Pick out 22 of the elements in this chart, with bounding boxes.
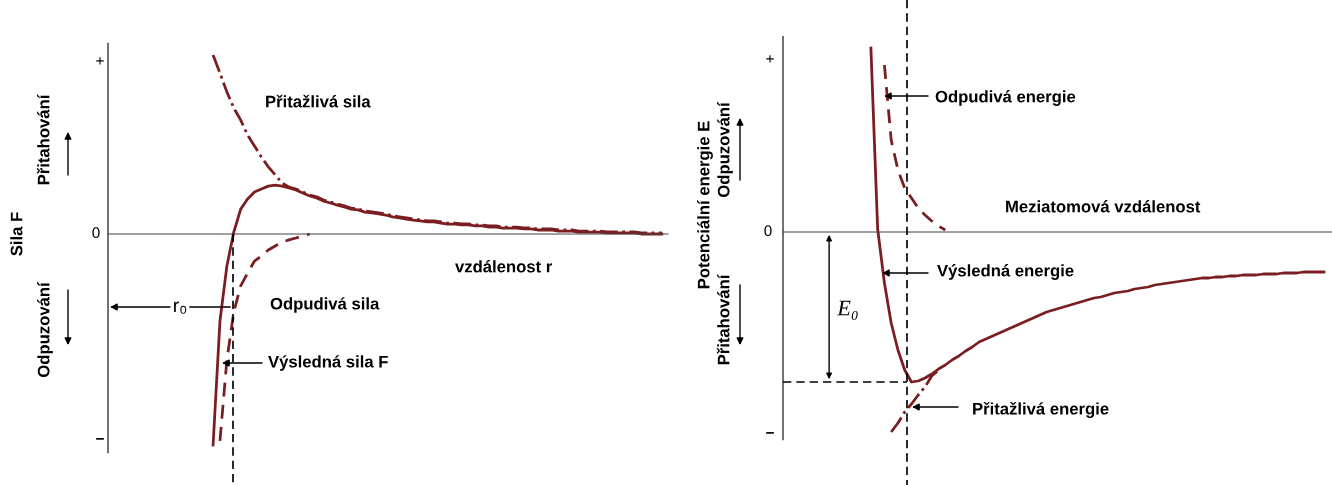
ref-line-label: E₀ [837, 300, 858, 321]
annotation: r₀ [174, 301, 187, 314]
annotation: Výsledná sila F [268, 355, 388, 371]
annotation: Výsledná energie [937, 264, 1074, 280]
annotation: Přitažlivá energie [973, 402, 1109, 418]
text: Odpuzování [37, 281, 53, 377]
text: − [766, 432, 774, 434]
x-axis-title: vzdálenost r [455, 260, 552, 273]
x-axis-title: Meziatomová vzdálenost [1006, 200, 1201, 213]
text: Odpuzování [717, 101, 733, 197]
text: + [96, 57, 104, 65]
text: − [96, 438, 104, 440]
y-axis-title: Sila F [10, 212, 23, 256]
y-axis-title: Potenciální energie E [697, 121, 713, 289]
text: 0 [764, 225, 772, 237]
text: Přitahování [36, 94, 50, 185]
text: 0 [92, 227, 100, 239]
text: Přitahování [716, 274, 730, 365]
annotation: Přitažlivá sila [266, 94, 371, 108]
text: + [766, 55, 774, 63]
annotation: Odpudivá energie [935, 90, 1076, 106]
annotation: Odpudivá sila [270, 297, 380, 313]
